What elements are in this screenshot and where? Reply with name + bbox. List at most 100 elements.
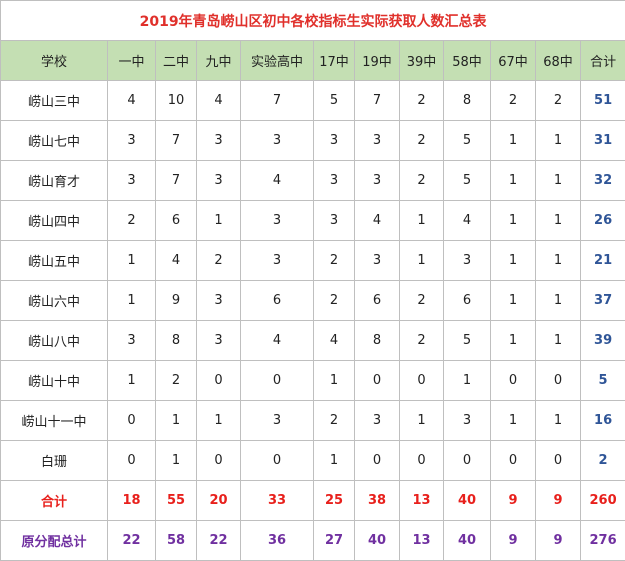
- cell: 3: [107, 320, 156, 361]
- cell: 0: [535, 360, 581, 401]
- header-cell: 39中: [399, 40, 444, 81]
- data-row: 原分配总计 22 58 22 36 27 40 13 40 9 9 276: [0, 520, 625, 561]
- header-cell: 合计: [579, 40, 625, 81]
- cell: 2: [196, 240, 241, 281]
- row-label: 崂山四中: [0, 200, 108, 241]
- header-cell: 九中: [196, 40, 241, 81]
- cell: 260: [579, 480, 625, 521]
- cell: 2: [399, 120, 444, 161]
- cell: 3: [240, 200, 314, 241]
- cell: 1: [399, 240, 444, 281]
- cell: 2: [399, 80, 444, 121]
- row-label: 崂山十中: [0, 360, 108, 401]
- cell: 1: [535, 400, 581, 441]
- cell: 1: [313, 360, 355, 401]
- cell: 1: [107, 360, 156, 401]
- row-label: 原分配总计: [0, 520, 108, 561]
- cell: 2: [579, 440, 625, 481]
- cell: 1: [535, 240, 581, 281]
- cell: 40: [354, 520, 400, 561]
- data-row: 崂山四中 2 6 1 3 3 4 1 4 1 1 26: [0, 200, 625, 241]
- cell: 1: [535, 120, 581, 161]
- header-cell: 学校: [0, 40, 108, 81]
- data-row: 崂山六中 1 9 3 6 2 6 2 6 1 1 37: [0, 280, 625, 321]
- header-row: 学校 一中 二中 九中 实验高中 17中 19中 39中 58中 67中 68中 合计: [0, 40, 625, 81]
- cell: 16: [579, 400, 625, 441]
- cell: 276: [579, 520, 625, 561]
- data-row: 合计 18 55 20 33 25 38 13 40 9 9 260: [0, 480, 625, 521]
- row-label: 崂山十一中: [0, 400, 108, 441]
- cell: 2: [399, 320, 444, 361]
- cell: 5: [443, 160, 491, 201]
- cell: 18: [107, 480, 156, 521]
- row-label: 白珊: [0, 440, 108, 481]
- cell: 1: [490, 400, 536, 441]
- cell: 7: [354, 80, 400, 121]
- cell: 6: [240, 280, 314, 321]
- cell: 21: [579, 240, 625, 281]
- data-row: 崂山十一中 0 1 1 3 2 3 1 3 1 1 16: [0, 400, 625, 441]
- cell: 40: [443, 480, 491, 521]
- cell: 3: [196, 120, 241, 161]
- cell: 1: [535, 320, 581, 361]
- cell: 4: [240, 320, 314, 361]
- cell: 37: [579, 280, 625, 321]
- cell: 33: [240, 480, 314, 521]
- cell: 5: [443, 320, 491, 361]
- cell: 5: [579, 360, 625, 401]
- cell: 4: [107, 80, 156, 121]
- cell: 4: [443, 200, 491, 241]
- row-label: 合计: [0, 480, 108, 521]
- cell: 26: [579, 200, 625, 241]
- cell: 9: [155, 280, 197, 321]
- cell: 0: [354, 440, 400, 481]
- cell: 3: [354, 120, 400, 161]
- data-row: 崂山五中 1 4 2 3 2 3 1 3 1 1 21: [0, 240, 625, 281]
- cell: 4: [196, 80, 241, 121]
- header-cell: 一中: [107, 40, 156, 81]
- cell: 32: [579, 160, 625, 201]
- cell: 3: [196, 280, 241, 321]
- header-cell: 19中: [354, 40, 400, 81]
- cell: 7: [155, 160, 197, 201]
- cell: 8: [354, 320, 400, 361]
- cell: 1: [107, 280, 156, 321]
- cell: 2: [313, 240, 355, 281]
- cell: 13: [399, 480, 444, 521]
- cell: 1: [196, 200, 241, 241]
- header-cell: 二中: [155, 40, 197, 81]
- row-label: 崂山七中: [0, 120, 108, 161]
- cell: 1: [196, 400, 241, 441]
- data-row: 崂山八中 3 8 3 4 4 8 2 5 1 1 39: [0, 320, 625, 361]
- cell: 1: [535, 160, 581, 201]
- cell: 27: [313, 520, 355, 561]
- cell: 58: [155, 520, 197, 561]
- cell: 3: [354, 400, 400, 441]
- cell: 7: [240, 80, 314, 121]
- cell: 0: [490, 360, 536, 401]
- cell: 0: [240, 440, 314, 481]
- cell: 6: [354, 280, 400, 321]
- cell: 7: [155, 120, 197, 161]
- header-cell: 67中: [490, 40, 536, 81]
- cell: 3: [313, 200, 355, 241]
- cell: 0: [240, 360, 314, 401]
- cell: 22: [107, 520, 156, 561]
- cell: 1: [155, 440, 197, 481]
- cell: 0: [443, 440, 491, 481]
- cell: 9: [535, 520, 581, 561]
- cell: 1: [399, 400, 444, 441]
- cell: 3: [240, 240, 314, 281]
- header-cell: 实验高中: [240, 40, 314, 81]
- cell: 3: [354, 240, 400, 281]
- data-row: 白珊 0 1 0 0 1 0 0 0 0 0 2: [0, 440, 625, 481]
- cell: 51: [579, 80, 625, 121]
- cell: 0: [196, 360, 241, 401]
- cell: 8: [443, 80, 491, 121]
- cell: 39: [579, 320, 625, 361]
- cell: 3: [443, 400, 491, 441]
- cell: 31: [579, 120, 625, 161]
- cell: 0: [490, 440, 536, 481]
- cell: 9: [490, 520, 536, 561]
